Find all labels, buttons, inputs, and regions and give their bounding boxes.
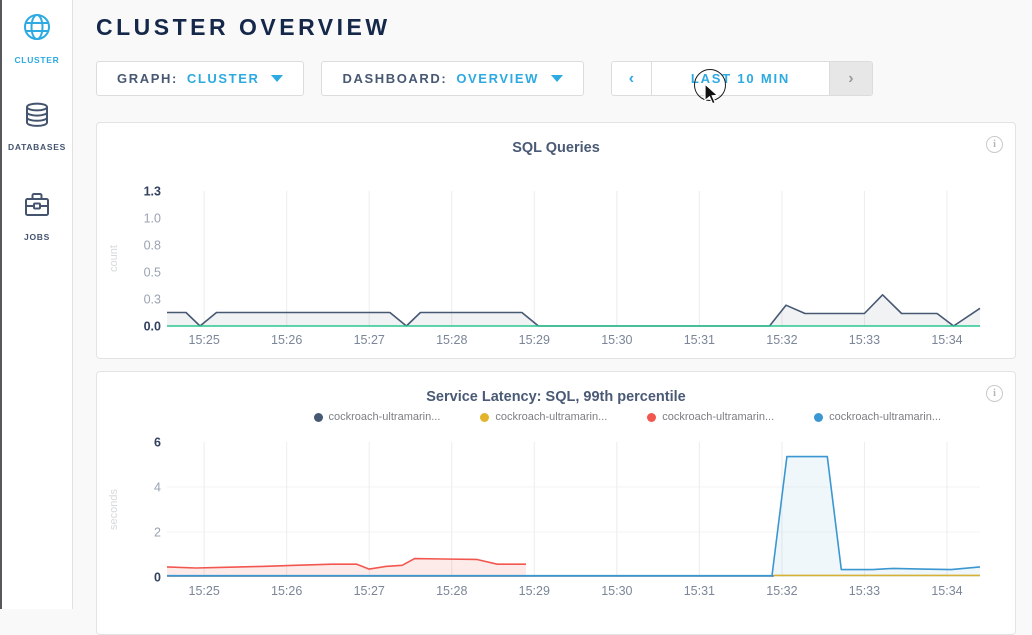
svg-text:0.5: 0.5 xyxy=(144,266,161,280)
time-range-selector: ‹ LAST 10 MIN › xyxy=(610,61,873,96)
svg-text:15:28: 15:28 xyxy=(436,584,467,598)
sidebar-item-databases[interactable]: DATABASES xyxy=(8,100,66,152)
legend-item[interactable]: cockroach-ultramarin... xyxy=(647,410,774,424)
svg-text:15:28: 15:28 xyxy=(436,333,467,347)
info-icon[interactable]: i xyxy=(986,385,1003,402)
svg-text:2: 2 xyxy=(154,526,161,540)
graph-dropdown-value: CLUSTER xyxy=(186,71,260,86)
legend-item[interactable]: cockroach-ultramarin... xyxy=(480,410,607,424)
info-icon[interactable]: i xyxy=(986,136,1003,153)
svg-text:15:27: 15:27 xyxy=(354,333,385,347)
svg-text:15:31: 15:31 xyxy=(684,584,715,598)
svg-text:0: 0 xyxy=(154,571,161,585)
legend-dot-blue xyxy=(814,412,824,422)
dashboard-dropdown-value: OVERVIEW xyxy=(456,71,539,86)
sidebar-item-jobs[interactable]: JOBS xyxy=(22,190,52,242)
service-latency-title: Service Latency: SQL, 99th percentile xyxy=(426,389,686,405)
svg-text:15:34: 15:34 xyxy=(931,333,962,347)
svg-text:0.8: 0.8 xyxy=(144,239,161,253)
svg-text:15:33: 15:33 xyxy=(849,584,880,598)
sidebar-item-cluster[interactable]: CLUSTER xyxy=(14,11,59,65)
legend-dot-yellow xyxy=(480,412,490,422)
legend-label: cockroach-ultramarin... xyxy=(662,411,775,423)
sidebar-label-jobs: JOBS xyxy=(24,232,50,242)
svg-text:15:33: 15:33 xyxy=(849,333,880,347)
controls-bar: GRAPH: CLUSTER DASHBOARD: OVERVIEW ‹ LAS… xyxy=(96,61,1032,96)
time-range-label[interactable]: LAST 10 MIN xyxy=(690,71,791,86)
legend-item[interactable]: cockroach-ultramarin... xyxy=(313,410,441,424)
svg-text:15:34: 15:34 xyxy=(931,584,962,598)
svg-text:15:25: 15:25 xyxy=(189,584,220,598)
legend-label: cockroach-ultramarin... xyxy=(829,411,941,423)
main-content: CLUSTER OVERVIEW GRAPH: CLUSTER DASHBOAR… xyxy=(72,0,1032,635)
sidebar-label-cluster: CLUSTER xyxy=(14,55,60,65)
briefcase-icon xyxy=(22,190,52,225)
sidebar: CLUSTER DATABASES JOBS xyxy=(0,0,73,609)
dashboard-dropdown[interactable]: DASHBOARD: OVERVIEW xyxy=(321,61,584,96)
svg-text:0.3: 0.3 xyxy=(144,293,161,307)
svg-text:6: 6 xyxy=(154,436,161,450)
svg-text:15:29: 15:29 xyxy=(519,584,550,598)
globe-icon xyxy=(21,11,53,48)
service-latency-chart: 15:25 15:26 15:27 15:28 15:29 15:30 15:31 15:32… xyxy=(108,436,981,598)
legend-label: cockroach-ultramarin... xyxy=(495,411,608,423)
svg-text:count: count xyxy=(108,245,120,272)
time-range-prev-button[interactable]: ‹ xyxy=(611,62,652,95)
legend-dot-red xyxy=(647,412,657,422)
svg-text:1.0: 1.0 xyxy=(144,212,161,226)
svg-text:15:31: 15:31 xyxy=(684,333,715,347)
sidebar-label-databases: DATABASES xyxy=(8,142,66,152)
svg-text:4: 4 xyxy=(154,481,161,495)
svg-text:seconds: seconds xyxy=(108,489,120,530)
svg-text:15:32: 15:32 xyxy=(766,584,797,598)
svg-text:0.0: 0.0 xyxy=(144,320,161,334)
svg-text:15:29: 15:29 xyxy=(519,333,550,347)
database-icon xyxy=(22,100,52,135)
graph-dropdown-label: GRAPH: xyxy=(117,71,178,86)
svg-text:15:25: 15:25 xyxy=(189,333,220,347)
svg-text:15:27: 15:27 xyxy=(354,584,385,598)
svg-text:15:30: 15:30 xyxy=(601,333,632,347)
legend-dot-navy xyxy=(313,412,323,422)
svg-text:15:32: 15:32 xyxy=(766,333,797,347)
svg-text:15:26: 15:26 xyxy=(271,333,302,347)
sql-queries-card: SQL Queries i 15:25 15:26 15:27 15:28 15:29 1… xyxy=(96,122,1016,359)
legend-label: cockroach-ultramarin... xyxy=(328,411,441,423)
chevron-down-icon xyxy=(550,75,563,82)
chevron-down-icon xyxy=(271,75,284,82)
service-latency-card: Service Latency: SQL, 99th percentile i … xyxy=(96,371,1016,635)
svg-text:15:26: 15:26 xyxy=(271,584,302,598)
svg-text:15:30: 15:30 xyxy=(601,584,632,598)
time-range-next-button[interactable]: › xyxy=(828,62,872,95)
dashboard-dropdown-label: DASHBOARD: xyxy=(342,71,448,86)
graph-dropdown[interactable]: GRAPH: CLUSTER xyxy=(96,61,305,96)
sql-queries-title: SQL Queries xyxy=(512,140,600,156)
svg-text:1.3: 1.3 xyxy=(144,185,161,199)
sql-queries-chart: 15:25 15:26 15:27 15:28 15:29 15:30 15:31 15:32… xyxy=(108,185,981,347)
chart-legend: cockroach-ultramarin... cockroach-ultram… xyxy=(97,410,941,424)
legend-item[interactable]: cockroach-ultramarin... xyxy=(814,410,941,424)
page-title: CLUSTER OVERVIEW xyxy=(96,14,391,40)
